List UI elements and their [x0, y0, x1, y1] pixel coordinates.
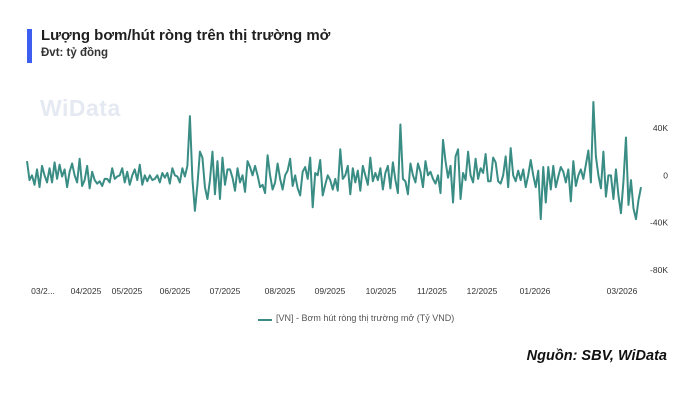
y-axis: 40K 0 -40K -80K: [650, 123, 668, 275]
x-axis: 03/2... 04/2025 05/2025 06/2025 07/2025 08/20…: [31, 286, 637, 296]
x-tick-label: 07/2025: [210, 286, 241, 296]
x-tick-label: 06/2025: [160, 286, 191, 296]
x-tick-label: 08/2025: [265, 286, 296, 296]
x-tick-label: 09/2025: [315, 286, 346, 296]
series-line: [26, 100, 642, 221]
x-tick-label: 04/2025: [71, 286, 102, 296]
legend-swatch: [258, 319, 272, 321]
legend[interactable]: [VN] - Bơm hút ròng thị trường mở (Tỷ VN…: [0, 312, 700, 326]
source-note: Nguồn: SBV, WiData: [526, 348, 667, 364]
y-tick-label: 40K: [653, 123, 668, 133]
y-tick-label: -40K: [650, 218, 668, 228]
x-tick-label: 03/2026: [607, 286, 638, 296]
x-tick-label: 03/2...: [31, 286, 55, 296]
watermark-logo: WiData: [40, 95, 121, 121]
chart-title: Lượng bơm/hút ròng trên thị trường mở: [41, 27, 331, 44]
y-tick-label: -80K: [650, 265, 668, 275]
unit-subtitle: Đvt: tỷ đồng: [41, 47, 109, 59]
x-tick-label: 10/2025: [366, 286, 397, 296]
x-tick-label: 05/2025: [112, 286, 143, 296]
legend-label: [VN] - Bơm hút ròng thị trường mở (Tỷ VN…: [276, 313, 455, 323]
x-tick-label: 01/2026: [520, 286, 551, 296]
x-tick-label: 12/2025: [467, 286, 498, 296]
title-accent-bar: [27, 29, 32, 63]
y-tick-label: 0: [663, 170, 668, 180]
x-tick-label: 11/2025: [417, 286, 447, 296]
